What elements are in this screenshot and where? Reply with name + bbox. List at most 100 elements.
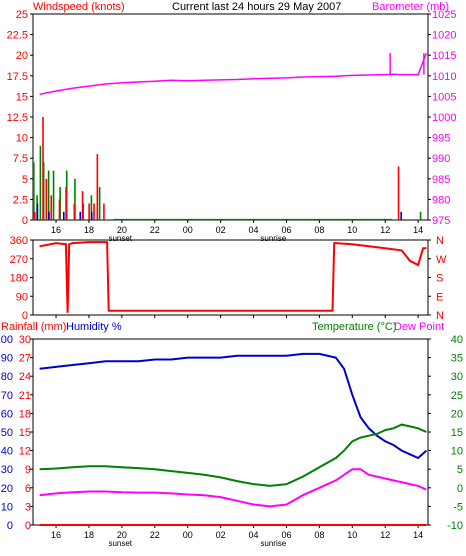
dewpoint-line	[39, 468, 427, 508]
temperature-tick-label: -5	[453, 501, 463, 513]
barometer-tick-label: 1000	[432, 112, 456, 124]
time-tick-label: 12	[380, 225, 390, 235]
barometer-tick-label: 990	[432, 153, 450, 165]
wind-speed-bar	[96, 154, 99, 220]
sunrise-label: sunrise	[260, 539, 286, 548]
time-tick-label: 00	[183, 530, 193, 540]
wind-speed-bar	[50, 195, 53, 220]
rain-tick-label: 27	[19, 353, 31, 365]
rain-tick-label: 30	[19, 334, 31, 346]
wind-tick-label: 10	[16, 133, 28, 145]
rain-tick-label: 3	[25, 501, 31, 513]
temperature-tick-label: 5	[457, 464, 463, 476]
humidity-tick-label: 50	[1, 427, 13, 439]
wind-gust-bar	[39, 145, 42, 220]
direction-tick-label: 360	[10, 235, 28, 247]
compass-tick-label: N	[436, 235, 444, 247]
rain-tick-label: 9	[25, 464, 31, 476]
wind-speed-bar	[34, 211, 36, 220]
rain-tick-label: 24	[19, 371, 31, 383]
wind-gust-bar	[33, 162, 35, 220]
temperature-humidity-panel	[32, 338, 429, 526]
humidity-tick-label: 0	[7, 520, 13, 532]
time-tick-label: 08	[314, 530, 324, 540]
wind-tick-label: 2.5	[13, 194, 28, 206]
wind-tick-label: 7.5	[13, 153, 28, 165]
direction-tick-label: 270	[10, 254, 28, 266]
wind-speed-bar	[42, 117, 44, 220]
direction-tick-label: 180	[10, 273, 28, 285]
wind-avg-bar	[36, 203, 39, 220]
wind-gust-bar	[52, 170, 55, 220]
wind-speed-bar	[397, 166, 400, 220]
time-tick-label: 14	[413, 530, 423, 540]
humidity-line	[39, 352, 428, 460]
rain-tick-label: 12	[19, 446, 31, 458]
wind-avg-bar	[90, 211, 93, 220]
wind-speed-bar	[88, 203, 90, 220]
sunrise-label: sunrise	[260, 234, 286, 243]
wind-gust-bar	[90, 195, 93, 220]
time-tick-label: 06	[281, 225, 291, 235]
time-tick-label: 08	[314, 225, 324, 235]
rain-tick-label: 6	[25, 483, 31, 495]
direction-tick-label: 0	[22, 310, 28, 322]
compass-tick-label: W	[436, 254, 447, 266]
wind-tick-label: 5	[22, 174, 28, 186]
wind-speed-bar	[73, 203, 76, 220]
barometer-tick-label: 1020	[432, 30, 456, 42]
temperature-tick-label: 30	[451, 371, 463, 383]
time-tick-label: 18	[84, 530, 94, 540]
time-tick-label: 20	[117, 225, 127, 235]
rain-tick-label: 18	[19, 408, 31, 420]
time-tick-label: 10	[347, 530, 357, 540]
sunset-label: sunset	[108, 234, 132, 243]
wind-direction-line	[39, 241, 427, 313]
barometer-tick-label: 1025	[432, 9, 456, 21]
wind-pressure-panel	[32, 13, 429, 221]
humidity-tick-label: 10	[1, 501, 13, 513]
rain-tick-label: 0	[25, 520, 31, 532]
humidity-tick-label: 100	[0, 334, 13, 346]
rain-tick-label: 21	[19, 390, 31, 402]
wind-speed-bar	[45, 178, 48, 220]
wind-tick-label: 20	[16, 50, 28, 62]
barometer-tick-label: 985	[432, 174, 450, 186]
humidity-tick-label: 40	[1, 446, 13, 458]
wind-direction-panel	[32, 239, 429, 316]
barometer-axis-title: Barometer (mb)	[372, 1, 449, 13]
chart-title: Current last 24 hours 29 May 2007	[172, 1, 341, 13]
rain-tick-label: 15	[19, 427, 31, 439]
temperature-axis-title: Temperature (°C)	[312, 321, 396, 333]
wind-tick-label: 0	[22, 215, 28, 227]
humidity-tick-label: 90	[1, 353, 13, 365]
temperature-tick-label: 15	[451, 427, 463, 439]
wind-gust-bar	[74, 178, 76, 220]
time-tick-label: 22	[150, 530, 160, 540]
time-tick-label: 04	[249, 225, 259, 235]
rainfall-axis-title: Rainfall (mm)	[1, 321, 66, 333]
barometer-tick-label: 975	[432, 215, 450, 227]
direction-tick-label: 90	[16, 291, 28, 303]
temperature-tick-label: 40	[451, 334, 463, 346]
temperature-tick-label: 25	[451, 390, 463, 402]
barometer-line	[39, 52, 428, 96]
time-tick-label: 10	[347, 225, 357, 235]
wind-speed-bar	[81, 191, 84, 220]
temperature-tick-label: 20	[451, 408, 463, 420]
barometer-tick-label: 1010	[432, 71, 456, 83]
compass-tick-label: E	[436, 291, 443, 303]
temperature-tick-label: 0	[457, 483, 463, 495]
time-tick-label: 12	[380, 530, 390, 540]
dewpoint-axis-title: Dew Point	[394, 321, 444, 333]
barometer-tick-label: 1015	[432, 50, 456, 62]
wind-speed-bar	[58, 199, 61, 220]
time-tick-label: 04	[249, 530, 259, 540]
wind-tick-label: 25	[16, 9, 28, 21]
windspeed-axis-title: Windspeed (knots)	[33, 1, 125, 13]
wind-avg-bar	[79, 211, 82, 220]
barometer-tick-label: 1005	[432, 91, 456, 103]
wind-gust-bar	[98, 187, 101, 220]
time-tick-label: 06	[281, 530, 291, 540]
